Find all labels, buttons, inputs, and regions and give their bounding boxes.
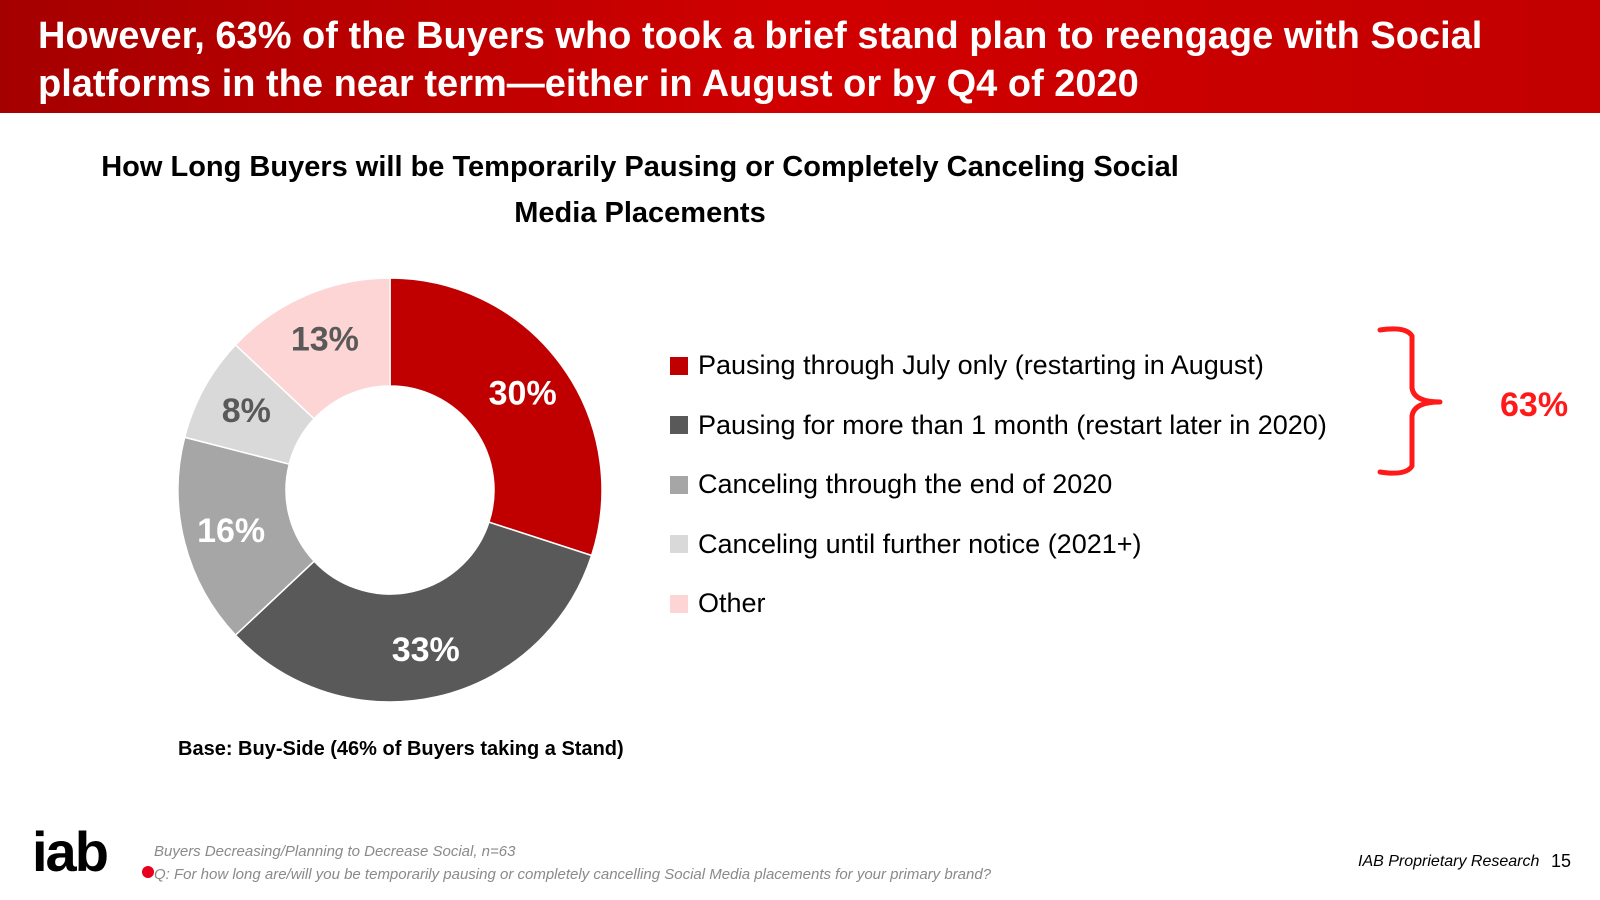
legend-label: Canceling until further notice (2021+) xyxy=(698,528,1142,559)
legend-item: Canceling through the end of 2020 xyxy=(670,455,1390,515)
legend-label: Pausing through July only (restarting in… xyxy=(698,350,1264,381)
slice-data-label: 13% xyxy=(291,320,359,358)
base-note: Base: Buy-Side (46% of Buyers taking a S… xyxy=(178,738,624,760)
logo-text: iab xyxy=(32,820,109,883)
source-label: IAB Proprietary Research xyxy=(1358,853,1540,870)
header-banner: However, 63% of the Buyers who took a br… xyxy=(0,0,1600,113)
chart-legend: Pausing through July only (restarting in… xyxy=(670,336,1390,634)
legend-swatch xyxy=(670,594,688,613)
footnote-sample: Buyers Decreasing/Planning to Decrease S… xyxy=(154,843,516,860)
slice-data-label: 8% xyxy=(222,392,271,430)
legend-swatch xyxy=(670,475,688,494)
page-number: 15 xyxy=(1551,851,1572,871)
slice-data-label: 33% xyxy=(392,631,460,669)
slice-data-label: 16% xyxy=(197,512,265,550)
footnote-question: Q: For how long are/will you be temporar… xyxy=(154,866,992,883)
legend-swatch xyxy=(670,535,688,554)
brace-shape xyxy=(1377,326,1443,476)
donut-chart: 30% 33% 16% 8% 13% xyxy=(177,277,603,703)
legend-item: Pausing for more than 1 month (restart l… xyxy=(670,396,1390,456)
donut-slice xyxy=(389,277,603,557)
iab-logo: iab xyxy=(32,820,154,883)
donut-slice xyxy=(234,277,391,420)
legend-label: Other xyxy=(698,588,766,619)
legend-item: Pausing through July only (restarting in… xyxy=(670,336,1390,396)
brace-annotation xyxy=(1377,326,1443,476)
legend-swatch xyxy=(670,416,688,435)
legend-label: Canceling through the end of 2020 xyxy=(698,469,1113,500)
legend-label: Pausing for more than 1 month (restart l… xyxy=(698,409,1327,440)
donut-slice xyxy=(177,436,316,637)
chart-title: How Long Buyers will be Temporarily Paus… xyxy=(101,151,1179,229)
slide-title: However, 63% of the Buyers who took a br… xyxy=(38,15,1483,105)
bracket-total-label: 63% xyxy=(1500,386,1569,424)
legend-swatch xyxy=(670,356,688,375)
slice-data-label: 30% xyxy=(489,375,557,413)
legend-item: Other xyxy=(670,574,1390,634)
logo-dot xyxy=(142,866,154,878)
legend-item: Canceling until further notice (2021+) xyxy=(670,515,1390,575)
donut-slice xyxy=(234,521,593,703)
